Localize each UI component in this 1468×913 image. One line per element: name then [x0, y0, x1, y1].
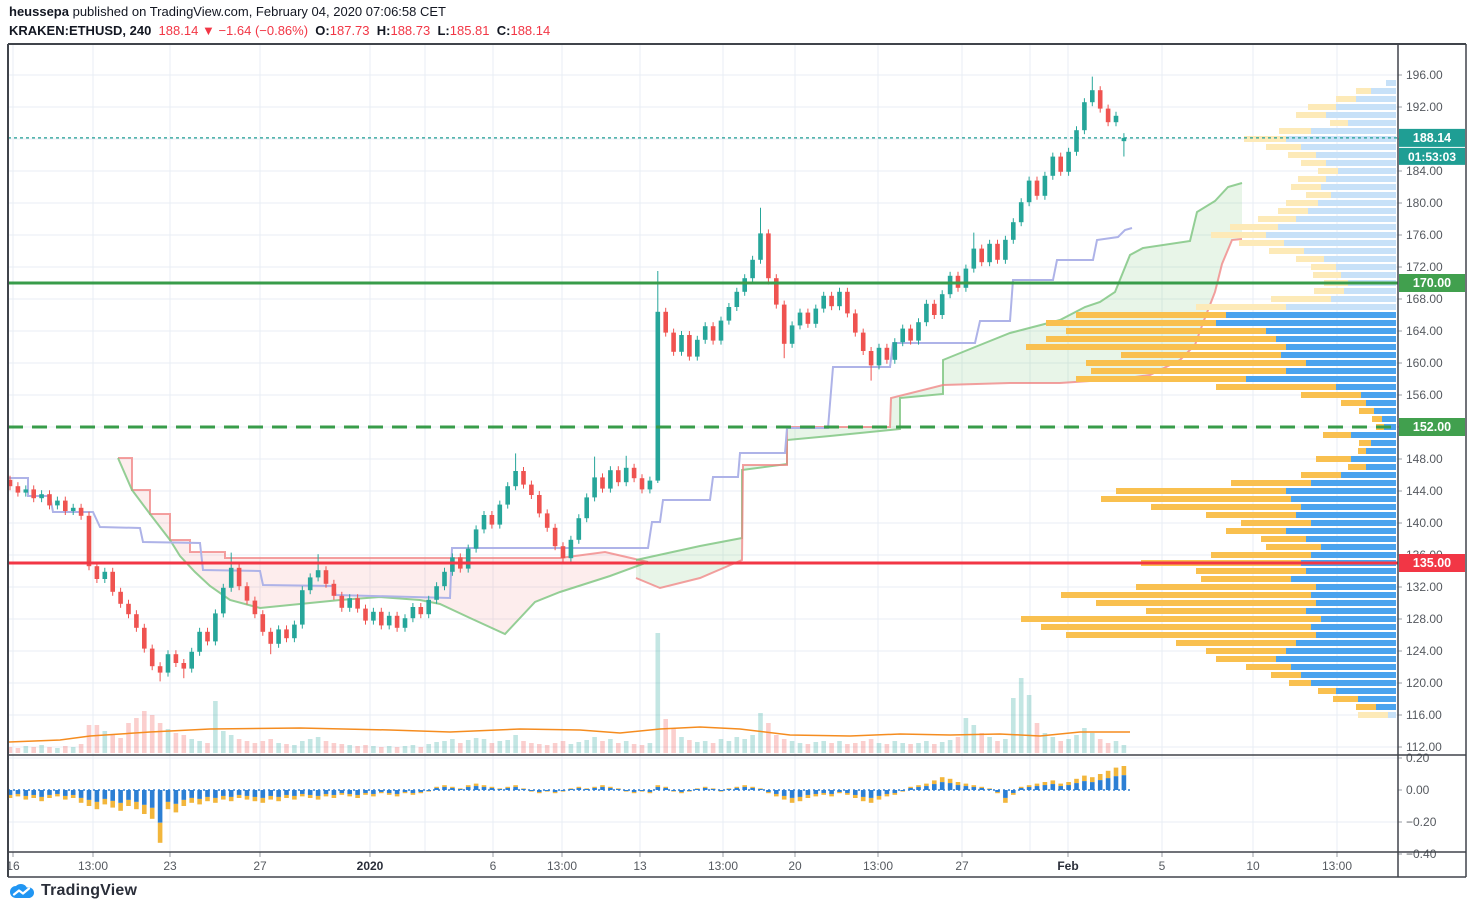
down-arrow-icon: ▼: [201, 23, 215, 38]
svg-text:23: 23: [163, 859, 177, 873]
svg-text:5: 5: [1159, 859, 1166, 873]
svg-text:116.00: 116.00: [1406, 708, 1442, 722]
author-name: heussepa: [9, 4, 69, 19]
header: heussepa published on TradingView.com, F…: [9, 3, 550, 40]
svg-text:132.00: 132.00: [1406, 580, 1443, 594]
price-axis[interactable]: [1398, 44, 1468, 852]
svg-text:152.00: 152.00: [1413, 420, 1451, 434]
svg-text:16: 16: [6, 859, 20, 873]
svg-text:27: 27: [955, 859, 969, 873]
svg-text:2020: 2020: [357, 859, 384, 873]
svg-text:124.00: 124.00: [1406, 644, 1443, 658]
publish-info: heussepa published on TradingView.com, F…: [9, 3, 550, 21]
svg-text:128.00: 128.00: [1406, 612, 1443, 626]
svg-text:144.00: 144.00: [1406, 484, 1443, 498]
svg-text:20: 20: [788, 859, 802, 873]
svg-text:13:00: 13:00: [1322, 859, 1352, 873]
tradingview-logo[interactable]: TradingView: [9, 881, 137, 901]
svg-text:13:00: 13:00: [708, 859, 738, 873]
svg-text:27: 27: [253, 859, 267, 873]
svg-text:120.00: 120.00: [1406, 676, 1443, 690]
svg-text:184.00: 184.00: [1406, 164, 1443, 178]
price-change: −1.64 (−0.86%): [218, 23, 309, 38]
svg-text:0.00: 0.00: [1406, 783, 1430, 797]
close-value: 188.14: [510, 23, 551, 38]
high-value: 188.73: [390, 23, 431, 38]
svg-text:Feb: Feb: [1057, 859, 1078, 873]
svg-text:112.00: 112.00: [1406, 740, 1442, 754]
svg-text:01:53:03: 01:53:03: [1408, 150, 1456, 164]
tradingview-logo-icon: [10, 884, 34, 898]
svg-text:168.00: 168.00: [1406, 292, 1443, 306]
svg-text:180.00: 180.00: [1406, 196, 1443, 210]
last-price: 188.14: [158, 23, 199, 38]
svg-text:176.00: 176.00: [1406, 228, 1443, 242]
time-axis[interactable]: [8, 852, 1398, 877]
high-label: H:: [376, 23, 391, 38]
svg-text:135.00: 135.00: [1413, 556, 1451, 570]
svg-text:10: 10: [1246, 859, 1260, 873]
low-value: 185.81: [449, 23, 490, 38]
open-label: O:: [315, 23, 330, 38]
svg-text:196.00: 196.00: [1406, 68, 1443, 82]
symbol-legend[interactable]: KRAKEN:ETHUSD, 240 188.14 ▼ −1.64 (−0.86…: [9, 22, 550, 40]
svg-text:156.00: 156.00: [1406, 388, 1443, 402]
tradingview-logo-text: TradingView: [41, 882, 138, 899]
close-label: C:: [496, 23, 511, 38]
svg-text:140.00: 140.00: [1406, 516, 1443, 530]
low-label: L:: [437, 23, 450, 38]
svg-text:172.00: 172.00: [1406, 260, 1443, 274]
svg-text:13: 13: [633, 859, 647, 873]
svg-text:192.00: 192.00: [1406, 100, 1443, 114]
svg-text:−0.20: −0.20: [1406, 815, 1437, 829]
svg-text:13:00: 13:00: [78, 859, 108, 873]
svg-text:13:00: 13:00: [863, 859, 893, 873]
open-value: 187.73: [329, 23, 370, 38]
svg-text:−0.40: −0.40: [1406, 847, 1437, 861]
svg-text:13:00: 13:00: [547, 859, 577, 873]
svg-text:164.00: 164.00: [1406, 324, 1443, 338]
svg-text:188.14: 188.14: [1413, 131, 1451, 145]
svg-text:160.00: 160.00: [1406, 356, 1443, 370]
publish-text: published on TradingView.com, February 0…: [68, 4, 446, 19]
symbol-name[interactable]: KRAKEN:ETHUSD, 240: [9, 23, 152, 38]
svg-text:6: 6: [490, 859, 497, 873]
svg-text:148.00: 148.00: [1406, 452, 1443, 466]
svg-text:170.00: 170.00: [1413, 276, 1451, 290]
